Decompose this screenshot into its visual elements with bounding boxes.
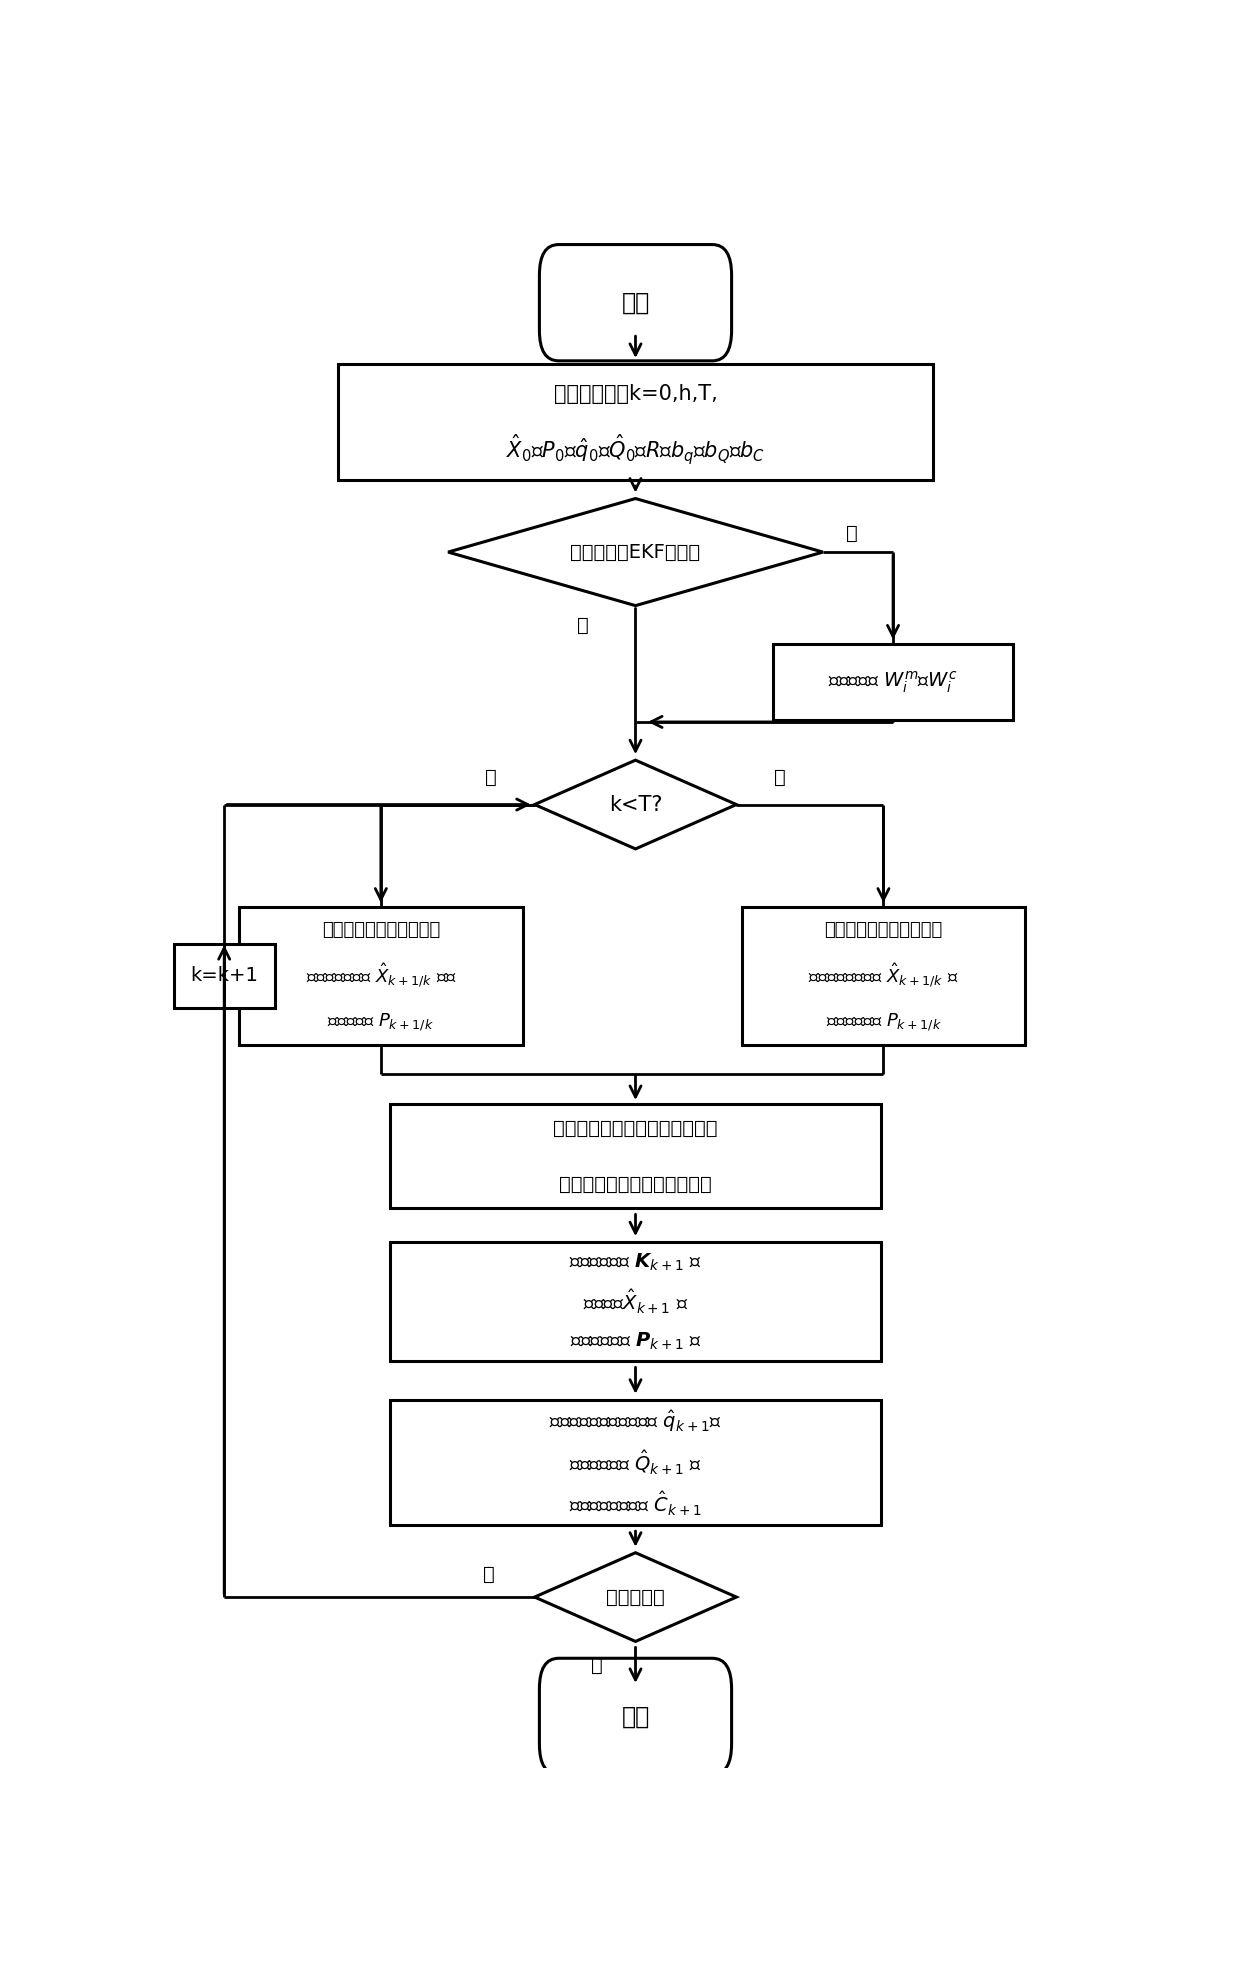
- Text: 计算系统噪声均値估计値 $\hat{q}_{k+1}$、: 计算系统噪声均値估计値 $\hat{q}_{k+1}$、: [549, 1409, 722, 1435]
- Bar: [239, 906, 522, 1045]
- Text: 采用自适应EKF算法？: 采用自适应EKF算法？: [570, 542, 701, 562]
- Text: 新息协方差估计値 $\hat{C}_{k+1}$: 新息协方差估计値 $\hat{C}_{k+1}$: [569, 1490, 702, 1518]
- Text: 协方差估计値 $\hat{Q}_{k+1}$ 、: 协方差估计値 $\hat{Q}_{k+1}$ 、: [569, 1449, 702, 1476]
- Bar: [742, 906, 1025, 1045]
- Text: 状态估计$\hat{X}_{k+1}$ 、: 状态估计$\hat{X}_{k+1}$ 、: [583, 1288, 688, 1315]
- Polygon shape: [534, 1552, 737, 1641]
- FancyBboxPatch shape: [539, 244, 732, 362]
- Text: 是: 是: [591, 1657, 603, 1675]
- Text: $\hat{X}_0$、$P_0$、$\hat{q}_0$、$\hat{Q}_0$、$R$、$b_q$、$b_Q$、$b_C$: $\hat{X}_0$、$P_0$、$\hat{q}_0$、$\hat{Q}_0…: [506, 433, 765, 467]
- Text: 计算一步预测状态 $\hat{X}_{k+1/k}$ 和: 计算一步预测状态 $\hat{X}_{k+1/k}$ 和: [808, 962, 959, 990]
- Polygon shape: [448, 499, 823, 606]
- Text: 统测量模型及测量噪声方差阵: 统测量模型及测量噪声方差阵: [559, 1174, 712, 1194]
- Text: 是: 是: [577, 616, 589, 636]
- Bar: [773, 644, 1013, 721]
- Text: 误差协方差阵 $\boldsymbol{P}_{k+1}$ 。: 误差协方差阵 $\boldsymbol{P}_{k+1}$ 。: [569, 1331, 702, 1353]
- Text: 否: 否: [482, 1564, 495, 1584]
- Text: 获取星间距离观测信息，构建系: 获取星间距离观测信息，构建系: [553, 1119, 718, 1139]
- Bar: [391, 1105, 880, 1208]
- Text: k<T?: k<T?: [609, 795, 662, 815]
- Text: 是否结束？: 是否结束？: [606, 1588, 665, 1607]
- Text: 否: 否: [846, 525, 858, 542]
- FancyBboxPatch shape: [539, 1659, 732, 1774]
- Text: 算一步预测状态 $\hat{X}_{k+1/k}$ 和误: 算一步预测状态 $\hat{X}_{k+1/k}$ 和误: [305, 962, 456, 990]
- Bar: [391, 1399, 880, 1526]
- Text: 误差协方差阵 $P_{k+1/k}$: 误差协方差阵 $P_{k+1/k}$: [826, 1011, 941, 1033]
- Text: 初始化参数：k=0,h,T,: 初始化参数：k=0,h,T,: [553, 385, 718, 405]
- Bar: [391, 1242, 880, 1361]
- Polygon shape: [534, 761, 737, 848]
- Text: 结束: 结束: [621, 1705, 650, 1729]
- Text: 计算权系数 $W_i^m$、$W_i^c$: 计算权系数 $W_i^m$、$W_i^c$: [828, 670, 957, 695]
- Text: k=k+1: k=k+1: [190, 966, 258, 986]
- Text: 采用估计的噪声统计信息: 采用估计的噪声统计信息: [825, 922, 942, 940]
- Bar: [337, 364, 934, 481]
- Text: 差协方差阵 $P_{k+1/k}$: 差协方差阵 $P_{k+1/k}$: [327, 1011, 434, 1033]
- Text: 是: 是: [486, 767, 497, 787]
- Bar: [174, 944, 274, 1007]
- Text: 采用噪声先验统计信息计: 采用噪声先验统计信息计: [321, 922, 440, 940]
- Text: 开始: 开始: [621, 290, 650, 314]
- Text: 计算增益矩阵 $\boldsymbol{K}_{k+1}$ 、: 计算增益矩阵 $\boldsymbol{K}_{k+1}$ 、: [569, 1252, 702, 1272]
- Text: 否: 否: [774, 767, 785, 787]
